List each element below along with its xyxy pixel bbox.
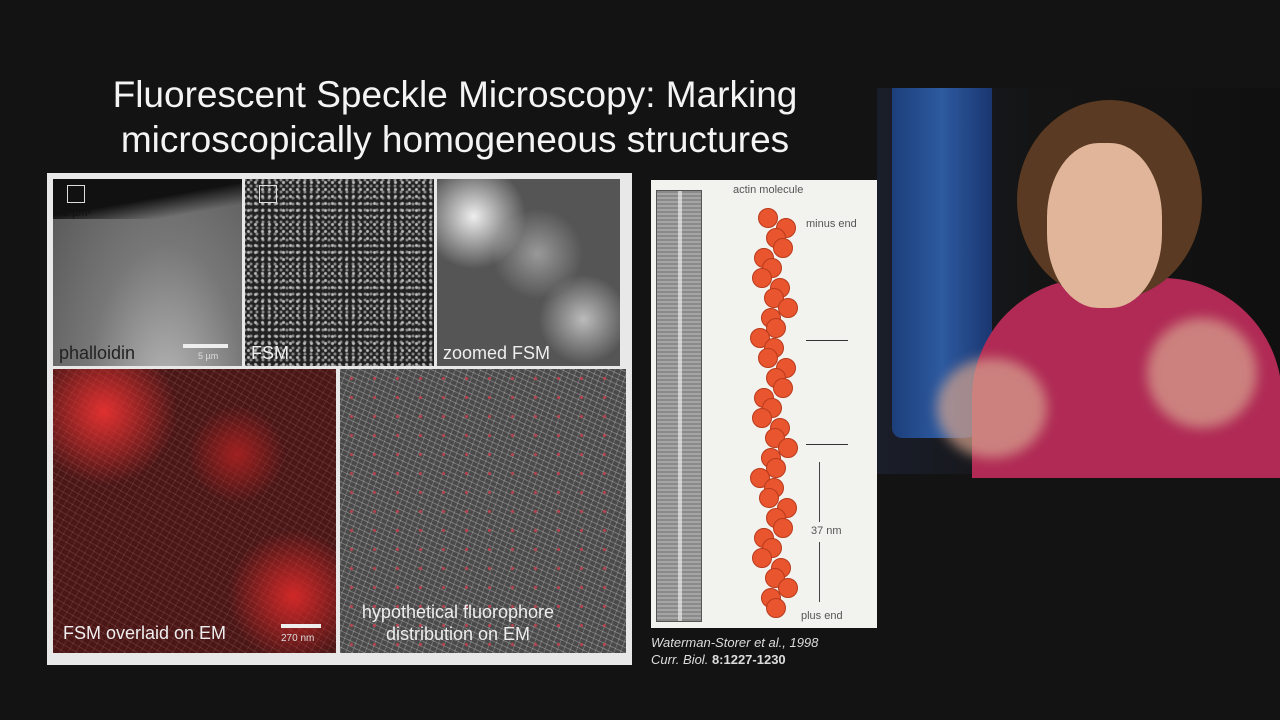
actin-bead <box>758 208 778 228</box>
repeat-arrow <box>819 542 820 602</box>
region-box <box>67 185 85 203</box>
repeat-arrow <box>819 462 820 522</box>
panel-label: phalloidin <box>59 343 136 363</box>
actin-bead <box>766 318 787 338</box>
scale-bar <box>281 624 321 628</box>
scale-bar <box>183 344 228 348</box>
actin-bead <box>777 438 798 458</box>
panel-label: FSM overlaid on EM <box>63 623 227 643</box>
plus-end-label: plus end <box>801 610 843 622</box>
actin-bead <box>751 408 772 428</box>
actin-bead <box>773 238 794 258</box>
actin-bead <box>752 548 773 568</box>
actin-bead <box>777 298 798 318</box>
minus-end-label: minus end <box>806 218 857 230</box>
panel-phalloidin: 2 µm² 5 µm phalloidin <box>53 179 242 366</box>
callout-line <box>806 444 848 445</box>
actin-bead <box>765 598 786 618</box>
slide-title: Fluorescent Speckle Microscopy: Marking … <box>112 74 798 160</box>
panel-hypothetical-distribution: hypothetical fluorophore distribution on… <box>340 369 626 653</box>
scale-label: 5 µm <box>198 351 219 361</box>
box-label: 2 µm² <box>63 207 92 219</box>
region-box <box>259 185 277 203</box>
panel-fsm-overlay: 270 nm FSM overlaid on EM <box>53 369 336 653</box>
repeat-length-label: 37 nm <box>811 525 842 537</box>
actin-bead <box>772 518 793 538</box>
actin-filament-diagram: actin molecule minus end plus end 37 nm <box>651 180 877 628</box>
speaker-video <box>877 88 1280 478</box>
actin-bead <box>751 268 772 288</box>
actin-bead <box>766 458 787 478</box>
actin-bead <box>758 488 779 508</box>
scale-label: 270 nm <box>281 633 315 644</box>
actin-bead <box>773 378 794 398</box>
panel-label: hypothetical fluorophore distribution on… <box>361 602 555 644</box>
speaker-hands <box>1147 318 1257 428</box>
panel-fsm: FSM <box>245 179 434 366</box>
speaker-face <box>1047 143 1162 308</box>
panel-zoomed-fsm: zoomed FSM <box>437 179 620 366</box>
actin-bead <box>777 578 798 598</box>
microscopy-figure: 2 µm² 5 µm phalloidin FSM zoomed FSM 270… <box>47 173 632 665</box>
actin-molecule-label: actin molecule <box>733 184 804 196</box>
panel-label: FSM <box>251 343 289 363</box>
speaker-hands <box>937 358 1047 458</box>
panel-label: zoomed FSM <box>443 343 551 363</box>
em-filament-image <box>656 190 702 622</box>
actin-bead <box>758 348 779 368</box>
callout-line <box>806 340 848 341</box>
citation: Waterman-Storer et al., 1998 Curr. Biol.… <box>651 635 819 667</box>
